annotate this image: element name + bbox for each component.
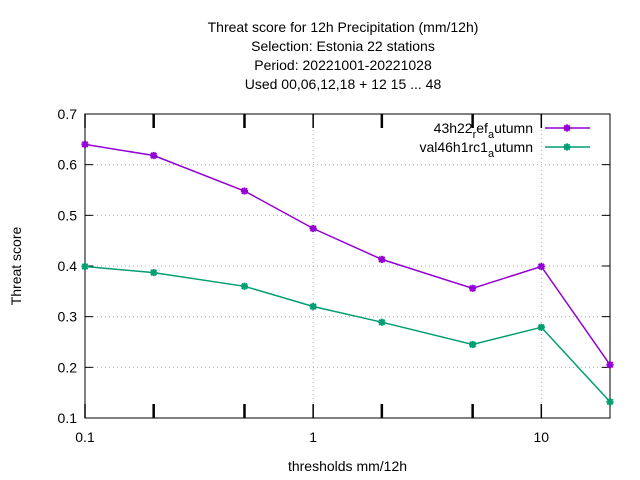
- series-1-point: [240, 187, 249, 195]
- series-1-point: [537, 262, 545, 271]
- legend-entry-1: 43h22refautumn: [434, 120, 533, 141]
- x-tick-label: 10: [534, 429, 550, 445]
- series-1-line: [84, 143, 611, 366]
- y-tick-label: 0.3: [58, 309, 78, 325]
- series-1-point: [81, 140, 89, 148]
- y-tick-label: 0.5: [58, 207, 78, 223]
- series-2-point: [469, 340, 477, 349]
- legend-marker-1: [563, 124, 571, 132]
- y-tick-label: 0.7: [58, 106, 78, 122]
- axis-ticks: 0.1 0.2 0.3 0.4 0.5 0.6 0.7 0.1 1 10: [58, 106, 610, 445]
- title-line-1: Threat score for 12h Precipitation (mm/1…: [208, 19, 479, 35]
- y-tick-label: 0.4: [58, 258, 78, 274]
- series-2-point: [81, 262, 89, 271]
- series-2-point: [606, 398, 614, 406]
- y-tick-label: 0.2: [58, 359, 78, 375]
- series-2-point: [537, 323, 545, 331]
- series-2-line: [84, 265, 611, 403]
- title-line-3: Period: 20221001-20221028: [254, 57, 432, 73]
- y-tick-label: 0.6: [58, 157, 78, 173]
- y-tick-label: 0.1: [58, 410, 78, 426]
- series-1-point: [150, 151, 158, 160]
- chart-title: Threat score for 12h Precipitation (mm/1…: [208, 19, 479, 92]
- series-2-point: [378, 318, 386, 326]
- x-axis-label: thresholds mm/12h: [288, 458, 407, 474]
- series-1-point: [378, 255, 386, 264]
- title-line-2: Selection: Estonia 22 stations: [251, 38, 435, 54]
- series-1-point: [606, 361, 614, 369]
- series-1-point: [469, 284, 477, 292]
- series-2-point: [309, 302, 317, 311]
- series-1-point: [309, 224, 317, 233]
- series-2-point: [240, 282, 249, 290]
- series-2-point: [150, 268, 158, 277]
- series: [81, 140, 614, 406]
- y-axis-label: Threat score: [8, 226, 24, 305]
- title-line-4: Used 00,06,12,18 + 12 15 ... 48: [245, 76, 442, 92]
- legend-marker-2: [563, 143, 571, 151]
- x-tick-label: 0.1: [75, 429, 95, 445]
- legend-entry-2: val46h1rc1autumn: [419, 139, 533, 160]
- x-tick-label: 1: [309, 429, 317, 445]
